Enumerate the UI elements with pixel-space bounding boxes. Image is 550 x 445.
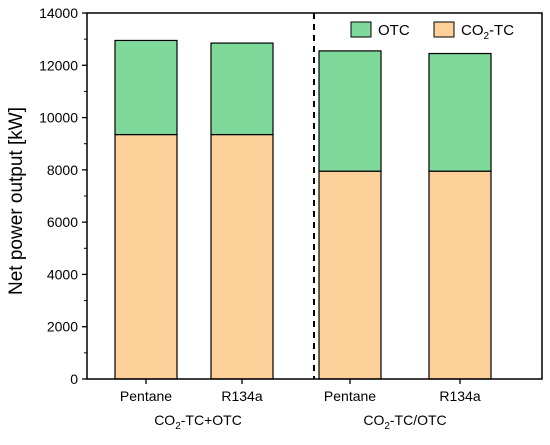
y-tick-label: 8000 — [47, 162, 78, 178]
y-tick-label: 0 — [70, 371, 78, 387]
bar-segment-otc-2 — [318, 50, 382, 172]
bar-segment-co2-tc-0 — [114, 133, 178, 380]
bar-segment-co2-tc-3 — [428, 170, 492, 380]
bar-segment-otc-0 — [114, 39, 178, 136]
bars-layer — [114, 39, 492, 380]
group-label-0: CO2-TC+OTC — [154, 412, 242, 432]
bar-segment-co2-tc-2 — [318, 170, 382, 380]
legend: OTC CO2-TC — [350, 21, 514, 42]
legend-swatch-otc — [350, 21, 372, 38]
legend-label-co2-tc: CO2-TC — [461, 22, 514, 42]
x-tick-label: R134a — [221, 388, 262, 404]
y-tick-label: 10000 — [39, 110, 78, 126]
group-label-1: CO2-TC/OTC — [363, 412, 446, 432]
bar-segment-co2-tc-1 — [210, 133, 274, 380]
bar-segment-otc-1 — [210, 42, 274, 136]
bar-segment-otc-3 — [428, 52, 492, 172]
legend-label-otc: OTC — [378, 22, 410, 39]
y-tick-label: 14000 — [39, 5, 78, 21]
x-tick-label: R134a — [439, 388, 480, 404]
y-tick-label: 12000 — [39, 57, 78, 73]
legend-swatch-co2-tc — [433, 21, 455, 38]
x-tick-label: Pentane — [324, 388, 376, 404]
axes-layer: 0 2000 4000 6000 8000 10000 12000 14000 Pentane R… — [39, 5, 543, 432]
x-tick-label: Pentane — [120, 388, 172, 404]
y-axis-label: Net power output [kW] — [6, 107, 27, 295]
y-tick-label: 4000 — [47, 266, 78, 282]
y-tick-label: 2000 — [47, 319, 78, 335]
y-tick-label: 6000 — [47, 214, 78, 230]
